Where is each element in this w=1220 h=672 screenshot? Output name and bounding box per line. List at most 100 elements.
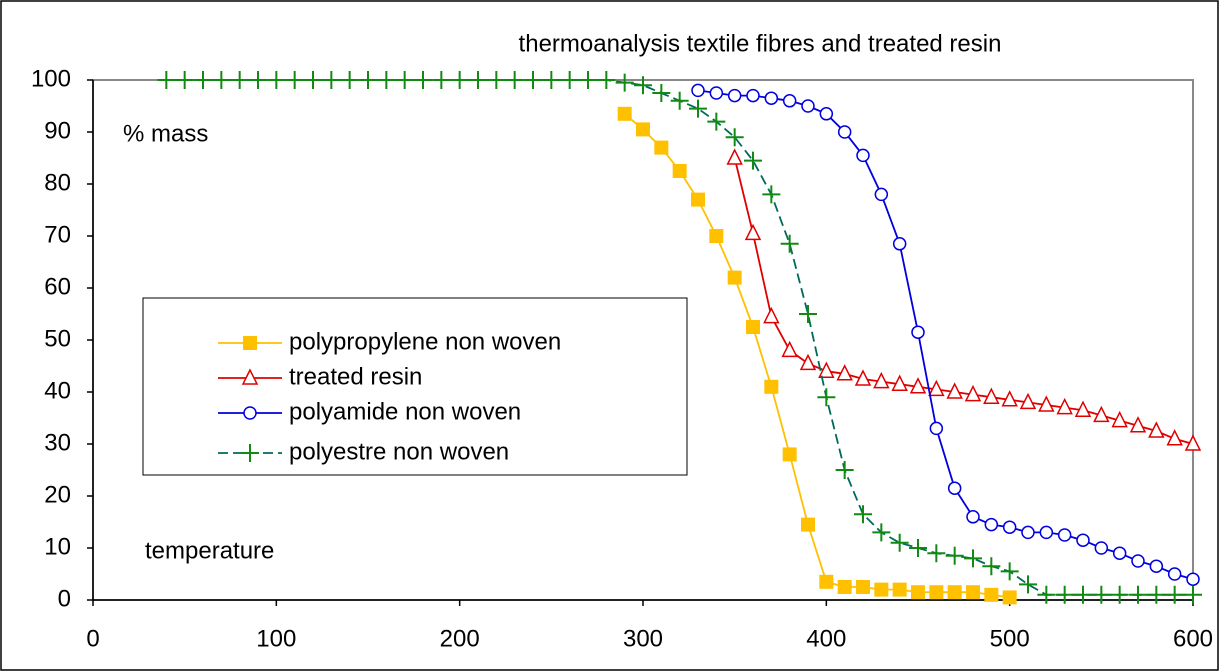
marker [946, 382, 963, 399]
y-tick-label: 0 [58, 585, 71, 612]
marker [1092, 585, 1111, 604]
marker [414, 71, 432, 89]
x-tick-label: 400 [806, 625, 846, 652]
marker [1094, 541, 1109, 555]
marker [1074, 585, 1092, 604]
marker [836, 364, 853, 381]
marker [819, 574, 834, 589]
marker [746, 88, 760, 103]
marker [799, 305, 817, 323]
legend-label: treated resin [289, 363, 422, 390]
marker [560, 71, 579, 89]
legend-marker [241, 444, 259, 462]
marker [691, 83, 705, 98]
marker [194, 71, 212, 89]
marker [819, 107, 834, 121]
y-tick-label: 40 [44, 377, 71, 404]
marker [1166, 429, 1183, 446]
marker [709, 86, 724, 100]
marker [1167, 567, 1182, 581]
y-tick-label: 10 [44, 533, 71, 560]
x-tick-label: 500 [990, 625, 1030, 652]
marker [505, 71, 524, 89]
x-tick-label: 300 [623, 625, 663, 652]
marker [1057, 528, 1072, 542]
marker [524, 71, 542, 89]
marker [762, 185, 781, 204]
marker [1147, 585, 1166, 604]
marker [837, 125, 852, 139]
marker [1131, 554, 1145, 568]
marker [1110, 585, 1129, 604]
marker [1076, 533, 1090, 547]
y-tick-label: 20 [44, 481, 71, 508]
marker [782, 447, 797, 462]
marker [964, 549, 982, 568]
marker [1184, 434, 1202, 451]
marker [854, 505, 872, 524]
marker [782, 94, 797, 108]
legend-marker [241, 368, 259, 385]
marker [1129, 585, 1147, 604]
marker [835, 461, 854, 479]
marker [1002, 590, 1017, 605]
marker [945, 546, 964, 565]
marker [1149, 559, 1164, 573]
marker [727, 270, 742, 285]
marker [450, 71, 469, 89]
marker [1093, 405, 1110, 423]
marker [909, 377, 927, 394]
marker [818, 361, 835, 378]
marker [395, 71, 414, 89]
marker [617, 106, 632, 121]
marker [1148, 421, 1165, 438]
legend-marker [243, 406, 257, 420]
marker [304, 71, 322, 89]
marker [432, 71, 451, 89]
marker [1002, 520, 1017, 534]
marker [780, 234, 799, 253]
marker [726, 148, 743, 165]
marker [929, 421, 944, 436]
marker [230, 71, 249, 89]
marker [763, 306, 780, 324]
marker [764, 379, 779, 394]
marker [966, 585, 980, 600]
x-tick-label: 100 [256, 625, 296, 652]
marker [636, 122, 650, 137]
marker [801, 99, 815, 113]
marker [873, 371, 890, 389]
marker [634, 76, 652, 95]
chart-title: thermoanalysis textile fibres and treate… [519, 30, 1002, 57]
marker [837, 580, 852, 594]
marker [487, 71, 506, 89]
marker [984, 517, 999, 532]
marker [1056, 397, 1073, 415]
marker [212, 71, 231, 89]
marker [911, 325, 925, 339]
legend-marker [243, 336, 257, 350]
marker [597, 71, 616, 89]
marker [909, 539, 927, 557]
marker [764, 91, 779, 105]
marker [1019, 575, 1037, 594]
marker [469, 71, 487, 89]
marker [856, 148, 870, 163]
x-tick-label: 0 [86, 625, 99, 652]
y-tick-label: 70 [44, 221, 71, 248]
y-tick-label: 50 [44, 325, 71, 352]
legend-label: polyestre non woven [289, 438, 509, 465]
marker [984, 587, 999, 602]
y-tick-label: 90 [44, 117, 71, 144]
marker [359, 71, 377, 89]
marker [579, 71, 597, 89]
marker [947, 585, 962, 600]
marker [892, 582, 907, 597]
marker [947, 481, 962, 495]
marker [1129, 416, 1147, 433]
marker [377, 71, 396, 89]
marker [982, 557, 1001, 576]
marker [928, 379, 945, 397]
y-tick-label: 80 [44, 169, 71, 196]
marker [801, 517, 815, 532]
